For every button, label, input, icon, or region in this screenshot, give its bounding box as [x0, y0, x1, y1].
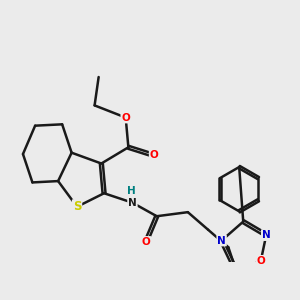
Text: N: N	[128, 198, 137, 208]
Text: H: H	[127, 185, 136, 196]
Text: S: S	[73, 200, 81, 213]
Text: N: N	[217, 236, 226, 245]
Text: O: O	[256, 256, 265, 266]
Text: O: O	[121, 112, 130, 123]
Text: O: O	[150, 150, 158, 161]
Text: O: O	[142, 237, 150, 247]
Text: N: N	[262, 230, 271, 240]
